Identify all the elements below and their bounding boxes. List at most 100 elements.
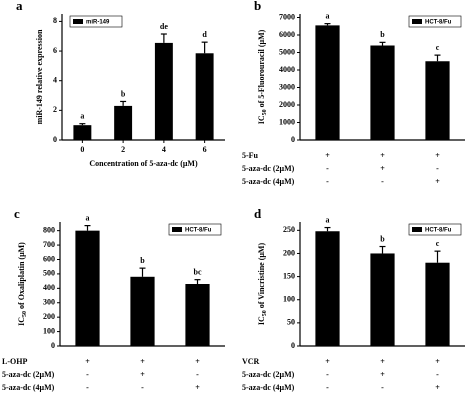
y-tick-label: 100 — [283, 295, 295, 304]
y-axis-label: IC50 of Vincristine (μM) — [257, 243, 269, 326]
treatment-mark: - — [326, 164, 329, 173]
treatment-mark: + — [435, 177, 440, 186]
treatment-label: 5-aza-dc (4μM) — [242, 177, 295, 186]
y-tick-label: 4000 — [279, 65, 295, 74]
y-axis-label-part: of Vincristine (μM) — [257, 243, 266, 311]
legend-swatch — [172, 227, 182, 232]
y-tick-label: 150 — [283, 271, 295, 280]
treatment-label: L-OHP — [2, 357, 27, 366]
legend-box — [408, 15, 462, 28]
treatment-mark: - — [381, 383, 384, 392]
treatment-mark: + — [380, 164, 385, 173]
significance-letter: a — [80, 112, 84, 121]
y-tick-label: 100 — [43, 326, 55, 335]
x-tick-label: 6 — [203, 145, 207, 154]
bar — [185, 284, 210, 346]
x-tick-label: 0 — [80, 145, 84, 154]
significance-letter: c — [436, 43, 440, 52]
treatment-mark: + — [195, 357, 200, 366]
significance-letter: de — [160, 22, 168, 31]
treatment-mark: + — [325, 357, 330, 366]
bar — [73, 125, 92, 140]
y-tick-label: 200 — [43, 312, 55, 321]
significance-letter: a — [326, 11, 330, 20]
y-axis-label: IC50 of Oxaliplatin (μM) — [17, 242, 29, 326]
y-tick-label: 2000 — [279, 100, 295, 109]
x-tick-label: 4 — [162, 145, 166, 154]
legend-label: HCT-8/Fu — [185, 228, 212, 234]
treatment-mark: - — [326, 370, 329, 379]
y-axis-label-part: IC — [17, 317, 26, 326]
y-axis-label-part: miR-149 relative expression — [35, 29, 44, 124]
treatment-mark: + — [380, 357, 385, 366]
y-tick-label: 4 — [53, 76, 57, 85]
y-tick-label: 1000 — [279, 117, 295, 126]
y-tick-label: 6 — [53, 46, 57, 55]
treatment-mark: - — [86, 370, 89, 379]
significance-letter: b — [140, 256, 145, 265]
treatment-label: 5-aza-dc (2μM) — [2, 370, 55, 379]
treatment-mark: - — [196, 370, 199, 379]
panel-label: b — [254, 0, 261, 13]
bar — [114, 105, 133, 140]
legend-box — [69, 15, 123, 28]
y-axis-label-part: of 5-Fluorouracil (μM) — [257, 29, 266, 109]
y-axis-label-part: IC — [257, 115, 266, 124]
y-axis-label-part: of Oxaliplatin (μM) — [17, 242, 26, 311]
legend-swatch — [412, 227, 422, 232]
y-tick-label: 0 — [53, 135, 57, 144]
y-tick-label: 3000 — [279, 82, 295, 91]
treatment-mark: + — [435, 357, 440, 366]
treatment-mark: + — [325, 151, 330, 160]
treatment-mark: + — [140, 370, 145, 379]
y-tick-label: 0 — [291, 135, 295, 144]
y-tick-label: 400 — [43, 283, 55, 292]
treatment-mark: - — [86, 383, 89, 392]
y-axis-label-part: IC — [257, 316, 266, 325]
legend-swatch — [412, 19, 422, 24]
bar — [425, 61, 450, 140]
y-tick-label: 7000 — [279, 12, 295, 21]
treatment-label: 5-aza-dc (4μM) — [2, 383, 55, 392]
y-tick-label: 500 — [43, 269, 55, 278]
x-axis-label: Concentration of 5-aza-dc (μM) — [89, 159, 198, 168]
significance-letter: b — [121, 89, 126, 98]
treatment-mark: + — [380, 370, 385, 379]
treatment-mark: - — [436, 370, 439, 379]
legend-box — [408, 223, 462, 236]
x-tick-label: 2 — [121, 145, 125, 154]
significance-letter: b — [380, 234, 385, 243]
treatment-mark: - — [381, 177, 384, 186]
bar — [75, 230, 100, 346]
significance-letter: c — [436, 239, 440, 248]
y-tick-label: 0 — [291, 341, 295, 350]
treatment-mark: + — [85, 357, 90, 366]
bar — [154, 42, 173, 140]
treatment-label: VCR — [242, 357, 260, 366]
treatment-mark: - — [141, 383, 144, 392]
legend-label: HCT-8/Fu — [425, 20, 452, 26]
treatment-mark: + — [435, 383, 440, 392]
y-axis-label-part: 50 — [262, 310, 268, 316]
y-tick-label: 300 — [43, 298, 55, 307]
y-axis-label-part: 50 — [22, 311, 28, 317]
y-tick-label: 800 — [43, 225, 55, 234]
significance-letter: bc — [194, 268, 202, 277]
treatment-label: 5-aza-dc (2μM) — [242, 164, 295, 173]
treatment-label: 5-aza-dc (2μM) — [242, 370, 295, 379]
treatment-mark: - — [436, 164, 439, 173]
treatment-label: 5-Fu — [242, 151, 259, 160]
significance-letter: a — [86, 213, 90, 222]
treatment-mark: + — [195, 383, 200, 392]
y-axis-label: IC50 of 5-Fluorouracil (μM) — [257, 29, 269, 124]
bar — [315, 25, 340, 140]
y-axis-label-part: 50 — [262, 109, 268, 115]
y-tick-label: 700 — [43, 240, 55, 249]
panel-label: d — [254, 206, 262, 221]
y-tick-label: 600 — [43, 254, 55, 263]
legend-swatch — [73, 19, 83, 24]
y-tick-label: 250 — [283, 225, 295, 234]
y-tick-label: 200 — [283, 248, 295, 257]
bar — [315, 231, 340, 346]
